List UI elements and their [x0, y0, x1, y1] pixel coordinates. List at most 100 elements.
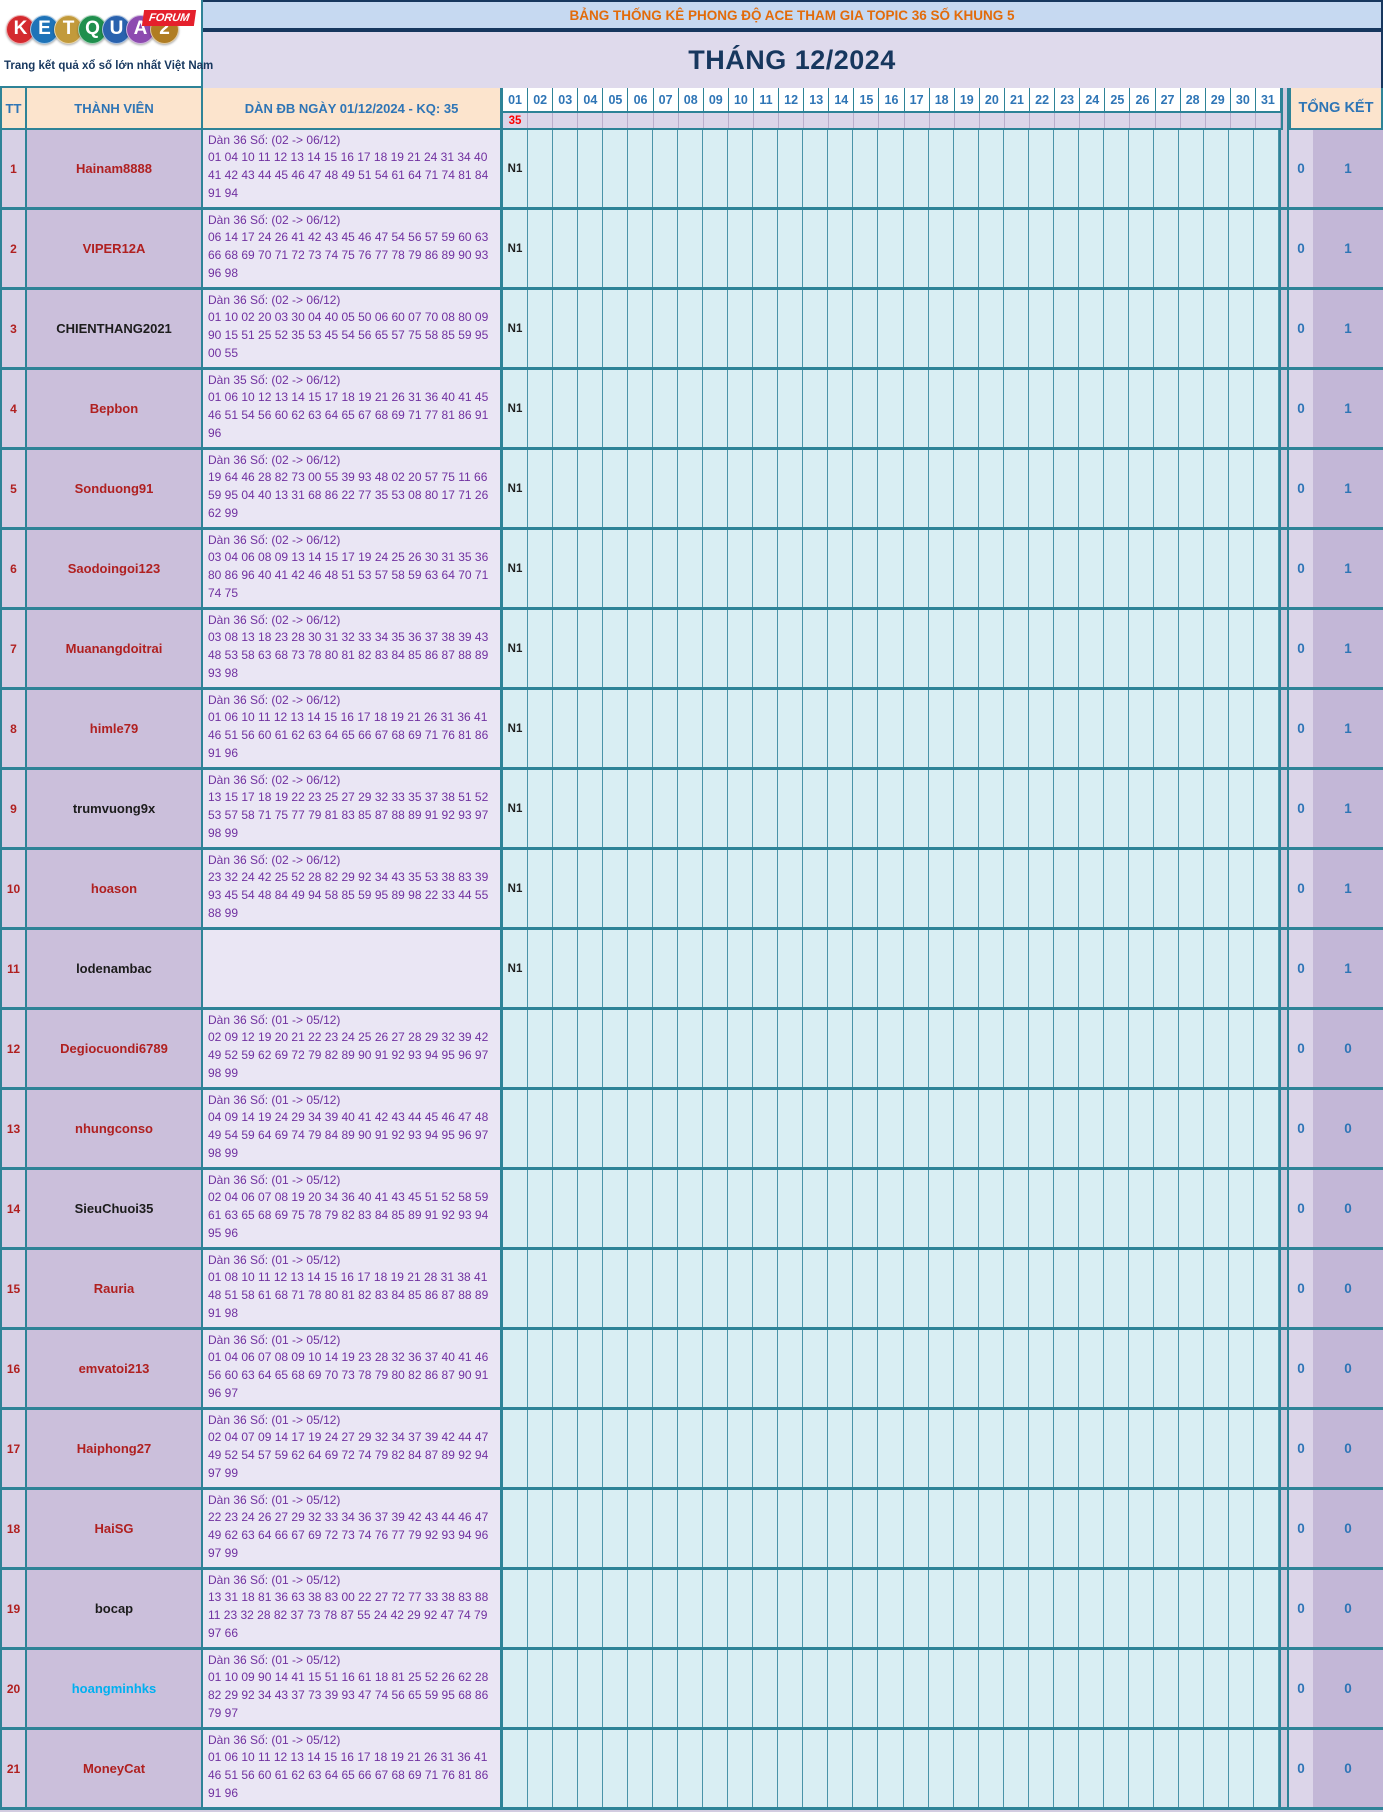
day-cell — [1153, 610, 1179, 687]
total-right-cell: 1 — [1313, 690, 1383, 767]
total-left-cell: 0 — [1289, 1330, 1313, 1407]
day-cell: N1 — [503, 770, 529, 847]
day-cell — [803, 690, 829, 767]
total-right-cell: 1 — [1313, 530, 1383, 607]
member-name[interactable]: SieuChuoi35 — [27, 1170, 203, 1247]
dan-set-numbers: 95 96 — [208, 1226, 239, 1240]
day-cell — [903, 690, 929, 767]
dan-set-cell: Dàn 36 Số: (01 -> 05/12) 02 09 12 19 20 2… — [203, 1010, 503, 1087]
member-name[interactable]: HaiSG — [27, 1490, 203, 1567]
day-cell — [628, 1330, 654, 1407]
day-cell — [703, 610, 729, 687]
table-row: 3 CHIENTHANG2021 Dàn 36 Số: (02 -> 06/12) 0… — [0, 290, 1383, 370]
day-cell — [853, 690, 879, 767]
member-name[interactable]: emvatoi213 — [27, 1330, 203, 1407]
header-gap — [1281, 88, 1289, 130]
day-cell: N1 — [503, 530, 529, 607]
day-cell — [528, 1730, 554, 1807]
day-cell — [1228, 1250, 1254, 1327]
day-cell — [653, 610, 679, 687]
member-name[interactable]: Degiocuondi6789 — [27, 1010, 203, 1087]
day-cell — [1003, 850, 1029, 927]
day-cell — [1253, 370, 1279, 447]
day-cell — [1003, 610, 1029, 687]
day-cell — [603, 290, 629, 367]
total-left-cell: 0 — [1289, 290, 1313, 367]
dan-set-cell — [203, 930, 503, 1007]
member-name[interactable]: trumvuong9x — [27, 770, 203, 847]
day-cell — [978, 530, 1004, 607]
member-name[interactable]: lodenambac — [27, 930, 203, 1007]
day-cell — [628, 370, 654, 447]
member-name[interactable]: Haiphong27 — [27, 1410, 203, 1487]
day-cell — [778, 1170, 804, 1247]
member-name[interactable]: nhungconso — [27, 1090, 203, 1167]
day-cell — [1178, 1090, 1204, 1167]
dan-set-numbers: 74 75 — [208, 586, 239, 600]
day-cell — [953, 370, 979, 447]
day-cell — [928, 1170, 954, 1247]
member-name[interactable]: hoason — [27, 850, 203, 927]
day-cell — [678, 930, 704, 1007]
member-name[interactable]: Sonduong91 — [27, 450, 203, 527]
day-cell — [903, 370, 929, 447]
member-name[interactable]: hoangminhks — [27, 1650, 203, 1727]
day-cell — [1228, 1410, 1254, 1487]
member-name[interactable]: Hainam8888 — [27, 130, 203, 207]
day-cell — [828, 1010, 854, 1087]
day-cell — [528, 930, 554, 1007]
day-cell — [1078, 610, 1104, 687]
day-cell — [1028, 1490, 1054, 1567]
day-cell — [1128, 530, 1154, 607]
member-name[interactable]: Muanangdoitrai — [27, 610, 203, 687]
member-column-header: THÀNH VIÊN — [27, 88, 203, 130]
day-header: 07 — [654, 88, 679, 111]
dan-set-numbers: 01 10 09 90 14 41 15 51 16 61 18 81 25 5… — [208, 1670, 489, 1684]
day-cell — [1103, 210, 1129, 287]
day-cell — [778, 370, 804, 447]
day-cell — [778, 1730, 804, 1807]
day-cell — [1053, 210, 1079, 287]
day-cell — [653, 130, 679, 207]
dan-set-numbers: 13 31 18 81 36 63 38 83 00 22 27 72 77 3… — [208, 1590, 489, 1604]
dan-set-numbers: 97 99 — [208, 1466, 239, 1480]
day-cell — [1253, 1090, 1279, 1167]
day-cell — [1228, 1730, 1254, 1807]
total-left-cell: 0 — [1289, 1650, 1313, 1727]
row-gap — [1281, 1410, 1289, 1487]
member-name[interactable]: Saodoingoi123 — [27, 530, 203, 607]
day-columns-header: 01 02 03 04 05 06 07 08 09 10 11 12 13 14 15 16 17 18 19 20… — [503, 88, 1281, 130]
day-cell — [903, 1410, 929, 1487]
day-cell — [1153, 1090, 1179, 1167]
day-cell — [1253, 1650, 1279, 1727]
member-name[interactable]: CHIENTHANG2021 — [27, 290, 203, 367]
dan-set-numbers: 96 97 — [208, 1386, 239, 1400]
table-row: 15 Rauria Dàn 36 Số: (01 -> 05/12) 01 08 10… — [0, 1250, 1383, 1330]
day-cell — [828, 1090, 854, 1167]
day-cell — [903, 1010, 929, 1087]
member-name[interactable]: MoneyCat — [27, 1730, 203, 1807]
day-cell — [1103, 1170, 1129, 1247]
day-cell — [578, 690, 604, 767]
member-name[interactable]: Bepbon — [27, 370, 203, 447]
dan-set-numbers: 01 04 10 11 12 13 14 15 16 17 18 19 21 2… — [208, 150, 488, 164]
member-name[interactable]: bocap — [27, 1570, 203, 1647]
dan-set-cell: Dàn 36 Số: (02 -> 06/12) 01 06 10 11 12 1… — [203, 690, 503, 767]
table-row: 16 emvatoi213 Dàn 36 Số: (01 -> 05/12) 01 0… — [0, 1330, 1383, 1410]
member-name[interactable]: Rauria — [27, 1250, 203, 1327]
day-cell — [1003, 1250, 1029, 1327]
day-cell — [928, 1010, 954, 1087]
day-cell — [1228, 1650, 1254, 1727]
day-cell — [853, 1650, 879, 1727]
table-row: 10 hoason Dàn 36 Số: (02 -> 06/12) 23 32 24… — [0, 850, 1383, 930]
dan-set-cell: Dàn 35 Số: (02 -> 06/12) 01 06 10 12 13 1… — [203, 370, 503, 447]
total-right-cell: 0 — [1313, 1090, 1383, 1167]
day-header: 27 — [1156, 88, 1181, 111]
member-name[interactable]: himle79 — [27, 690, 203, 767]
dan-set-cell: Dàn 36 Số: (01 -> 05/12) 22 23 24 26 27 2… — [203, 1490, 503, 1567]
day-cell — [828, 1330, 854, 1407]
member-name[interactable]: VIPER12A — [27, 210, 203, 287]
header-bands: BẢNG THỐNG KÊ PHONG ĐỘ ACE THAM GIA TOPI… — [203, 0, 1383, 88]
dan-set-numbers: 93 98 — [208, 666, 239, 680]
day-cell — [803, 1250, 829, 1327]
